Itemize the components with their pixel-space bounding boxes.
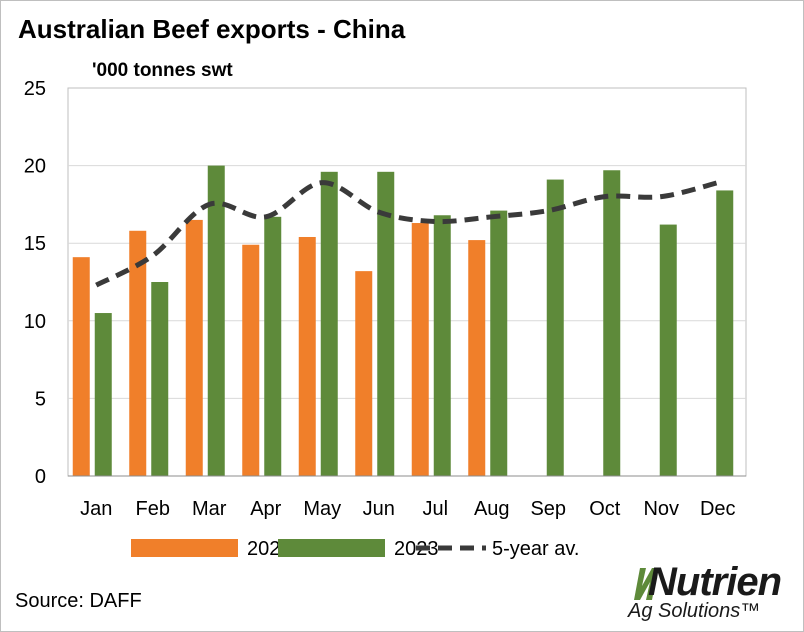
y-tick-label: 0 — [35, 466, 46, 488]
x-tick-label: Aug — [474, 498, 510, 520]
plot-border — [67, 87, 747, 477]
source-note: Source: DAFF — [15, 590, 142, 612]
bar-2023 — [320, 171, 338, 477]
bar-2023 — [659, 224, 677, 476]
bar-2023 — [94, 313, 112, 476]
bar-2023 — [433, 215, 451, 476]
x-tick-label: Jun — [363, 498, 395, 520]
logo-subtitle: Ag Solutions™ — [628, 600, 761, 622]
y-tick-label: 25 — [24, 78, 46, 100]
bar-2023 — [264, 216, 282, 477]
bar-2024 — [72, 257, 90, 476]
x-tick-label: Nov — [643, 498, 679, 520]
x-tick-label: Sep — [530, 498, 566, 520]
chart-title: Australian Beef exports - China — [18, 14, 406, 44]
bar-2024 — [129, 230, 147, 476]
x-tick-label: Dec — [700, 498, 736, 520]
x-tick-label: Mar — [192, 498, 227, 520]
bar-2023 — [207, 165, 225, 476]
logo-wordmark: Nutrien — [648, 560, 782, 604]
y-tick-label: 20 — [24, 156, 46, 178]
x-tick-label: Jul — [422, 498, 448, 520]
legend-swatch-2023 — [278, 539, 385, 557]
bar-2023 — [490, 210, 508, 476]
y-axis-unit-label: '000 tonnes swt — [92, 60, 233, 81]
leaf-icon — [634, 568, 658, 600]
legend-swatch-2024 — [131, 539, 238, 557]
bar-2023 — [546, 179, 564, 476]
bar-2024 — [185, 219, 203, 477]
x-tick-label: Oct — [589, 498, 621, 520]
legend-label-average: 5-year av. — [492, 538, 579, 560]
x-tick-label: Jan — [80, 498, 112, 520]
bar-2024 — [468, 240, 486, 476]
bar-2023 — [377, 171, 395, 477]
bar-2024 — [298, 236, 316, 476]
x-tick-label: May — [303, 498, 341, 520]
bar-2024 — [411, 223, 429, 476]
bar-2023 — [151, 282, 169, 476]
nutrien-logo: Nutrien Ag Solutions™ — [628, 560, 795, 624]
bar-2023 — [716, 190, 734, 476]
bar-2023 — [603, 170, 621, 477]
y-tick-label: 5 — [35, 388, 46, 410]
y-tick-label: 15 — [24, 233, 46, 255]
x-tick-label: Feb — [136, 498, 170, 520]
five-year-average-line — [95, 180, 719, 288]
bar-2024 — [242, 244, 260, 476]
y-tick-label: 10 — [24, 311, 46, 333]
bar-2024 — [355, 271, 373, 476]
x-tick-label: Apr — [250, 498, 281, 520]
